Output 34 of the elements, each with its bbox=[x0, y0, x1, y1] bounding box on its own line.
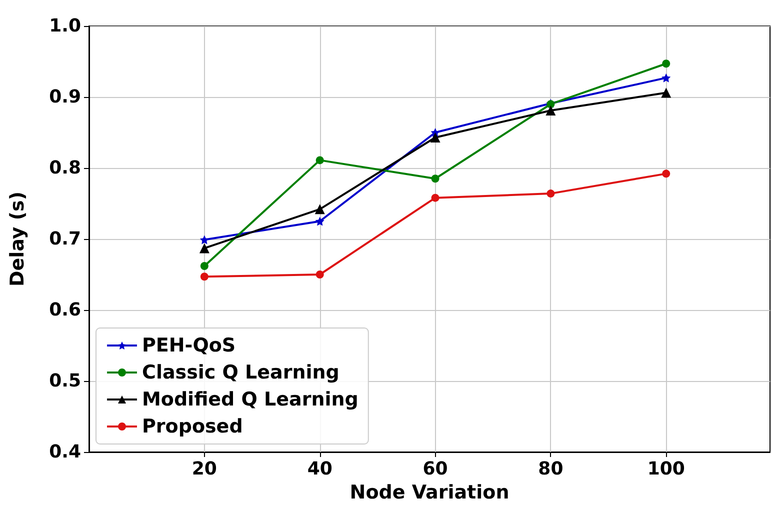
x-tick-label: 60 bbox=[422, 458, 448, 480]
point bbox=[431, 194, 440, 202]
legend-label: Classic Q Learning bbox=[142, 362, 340, 384]
point bbox=[662, 170, 670, 178]
point bbox=[316, 270, 324, 278]
point bbox=[661, 88, 672, 98]
point bbox=[430, 132, 440, 142]
y-tick-label: 0.7 bbox=[49, 228, 81, 250]
point bbox=[199, 243, 210, 254]
y-tick-label: 0.5 bbox=[49, 370, 81, 392]
point bbox=[200, 262, 208, 270]
point bbox=[662, 73, 671, 82]
point bbox=[546, 190, 555, 198]
y-tick-label: 0.6 bbox=[49, 300, 81, 320]
y-axis-title: Delay (s) bbox=[6, 191, 28, 287]
legend-label: PEH-QoS bbox=[142, 334, 236, 356]
x-tick-label: 20 bbox=[192, 458, 217, 480]
x-tick-label: 40 bbox=[307, 458, 332, 480]
legend-label: Modified Q Learning bbox=[142, 388, 358, 410]
point bbox=[316, 156, 324, 164]
x-tick-label: 100 bbox=[647, 458, 685, 480]
point bbox=[315, 216, 324, 226]
point bbox=[431, 174, 440, 183]
point bbox=[200, 272, 208, 281]
legend-label: Proposed bbox=[142, 416, 243, 438]
x-axis-title: Node Variation bbox=[350, 481, 510, 504]
y-tick-label: 1.0 bbox=[49, 16, 81, 36]
y-tick-label: 0.9 bbox=[49, 86, 81, 108]
point bbox=[662, 60, 670, 68]
x-tick-label: 80 bbox=[538, 458, 564, 480]
point bbox=[314, 204, 325, 214]
y-tick-label: 0.8 bbox=[49, 158, 81, 178]
y-tick-label: 0.4 bbox=[49, 442, 81, 462]
point bbox=[546, 105, 556, 116]
